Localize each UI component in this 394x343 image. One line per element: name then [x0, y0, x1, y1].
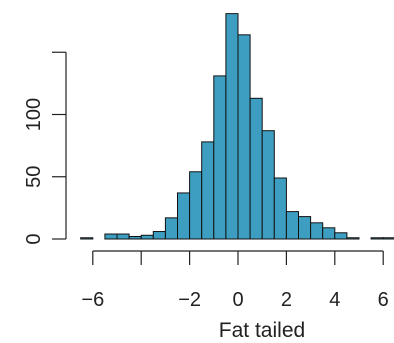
histogram-bar-17	[285, 211, 299, 240]
x-axis-title: Fat tailed	[219, 319, 305, 342]
histogram-bar-3	[116, 233, 130, 240]
histogram-bar-5	[140, 234, 154, 240]
histogram-bar-0	[80, 237, 94, 240]
histogram-bar-12	[225, 13, 239, 240]
histogram-bar-13	[237, 34, 251, 240]
histogram-bar-2	[104, 233, 118, 240]
histogram-bar-10	[201, 141, 215, 240]
y-tick-label-1: 50	[23, 166, 45, 188]
histogram-bar-24	[370, 237, 384, 240]
histogram-bar-15	[261, 130, 275, 240]
histogram-bar-8	[177, 192, 191, 240]
histogram-bar-25	[382, 237, 394, 240]
histogram-bar-6	[152, 231, 166, 240]
histogram-bar-20	[322, 227, 336, 240]
x-tick-label-4: 2	[281, 289, 292, 311]
histogram-bars	[80, 13, 394, 240]
y-tick-label-2: 100	[23, 98, 45, 131]
histogram-bar-14	[249, 97, 263, 240]
histogram-bar-7	[164, 217, 178, 240]
x-axis: −6 −2 0 2 4 6	[81, 250, 389, 311]
histogram-bar-11	[213, 75, 227, 240]
histogram-bar-18	[298, 216, 312, 240]
x-tick-label-2: −2	[178, 289, 201, 311]
histogram-bar-22	[346, 237, 360, 240]
histogram-bar-21	[334, 232, 348, 240]
y-axis: 0 50 100	[23, 51, 67, 245]
histogram-bar-9	[189, 171, 203, 240]
histogram-bar-19	[310, 222, 324, 240]
y-tick-label-0: 0	[23, 233, 45, 244]
x-tick-label-5: 4	[329, 289, 340, 311]
histogram-bar-4	[128, 236, 142, 240]
x-tick-label-3: 0	[232, 289, 243, 311]
x-tick-label-0: −6	[81, 289, 104, 311]
x-tick-label-6: 6	[378, 289, 389, 311]
histogram-bar-16	[273, 177, 287, 240]
